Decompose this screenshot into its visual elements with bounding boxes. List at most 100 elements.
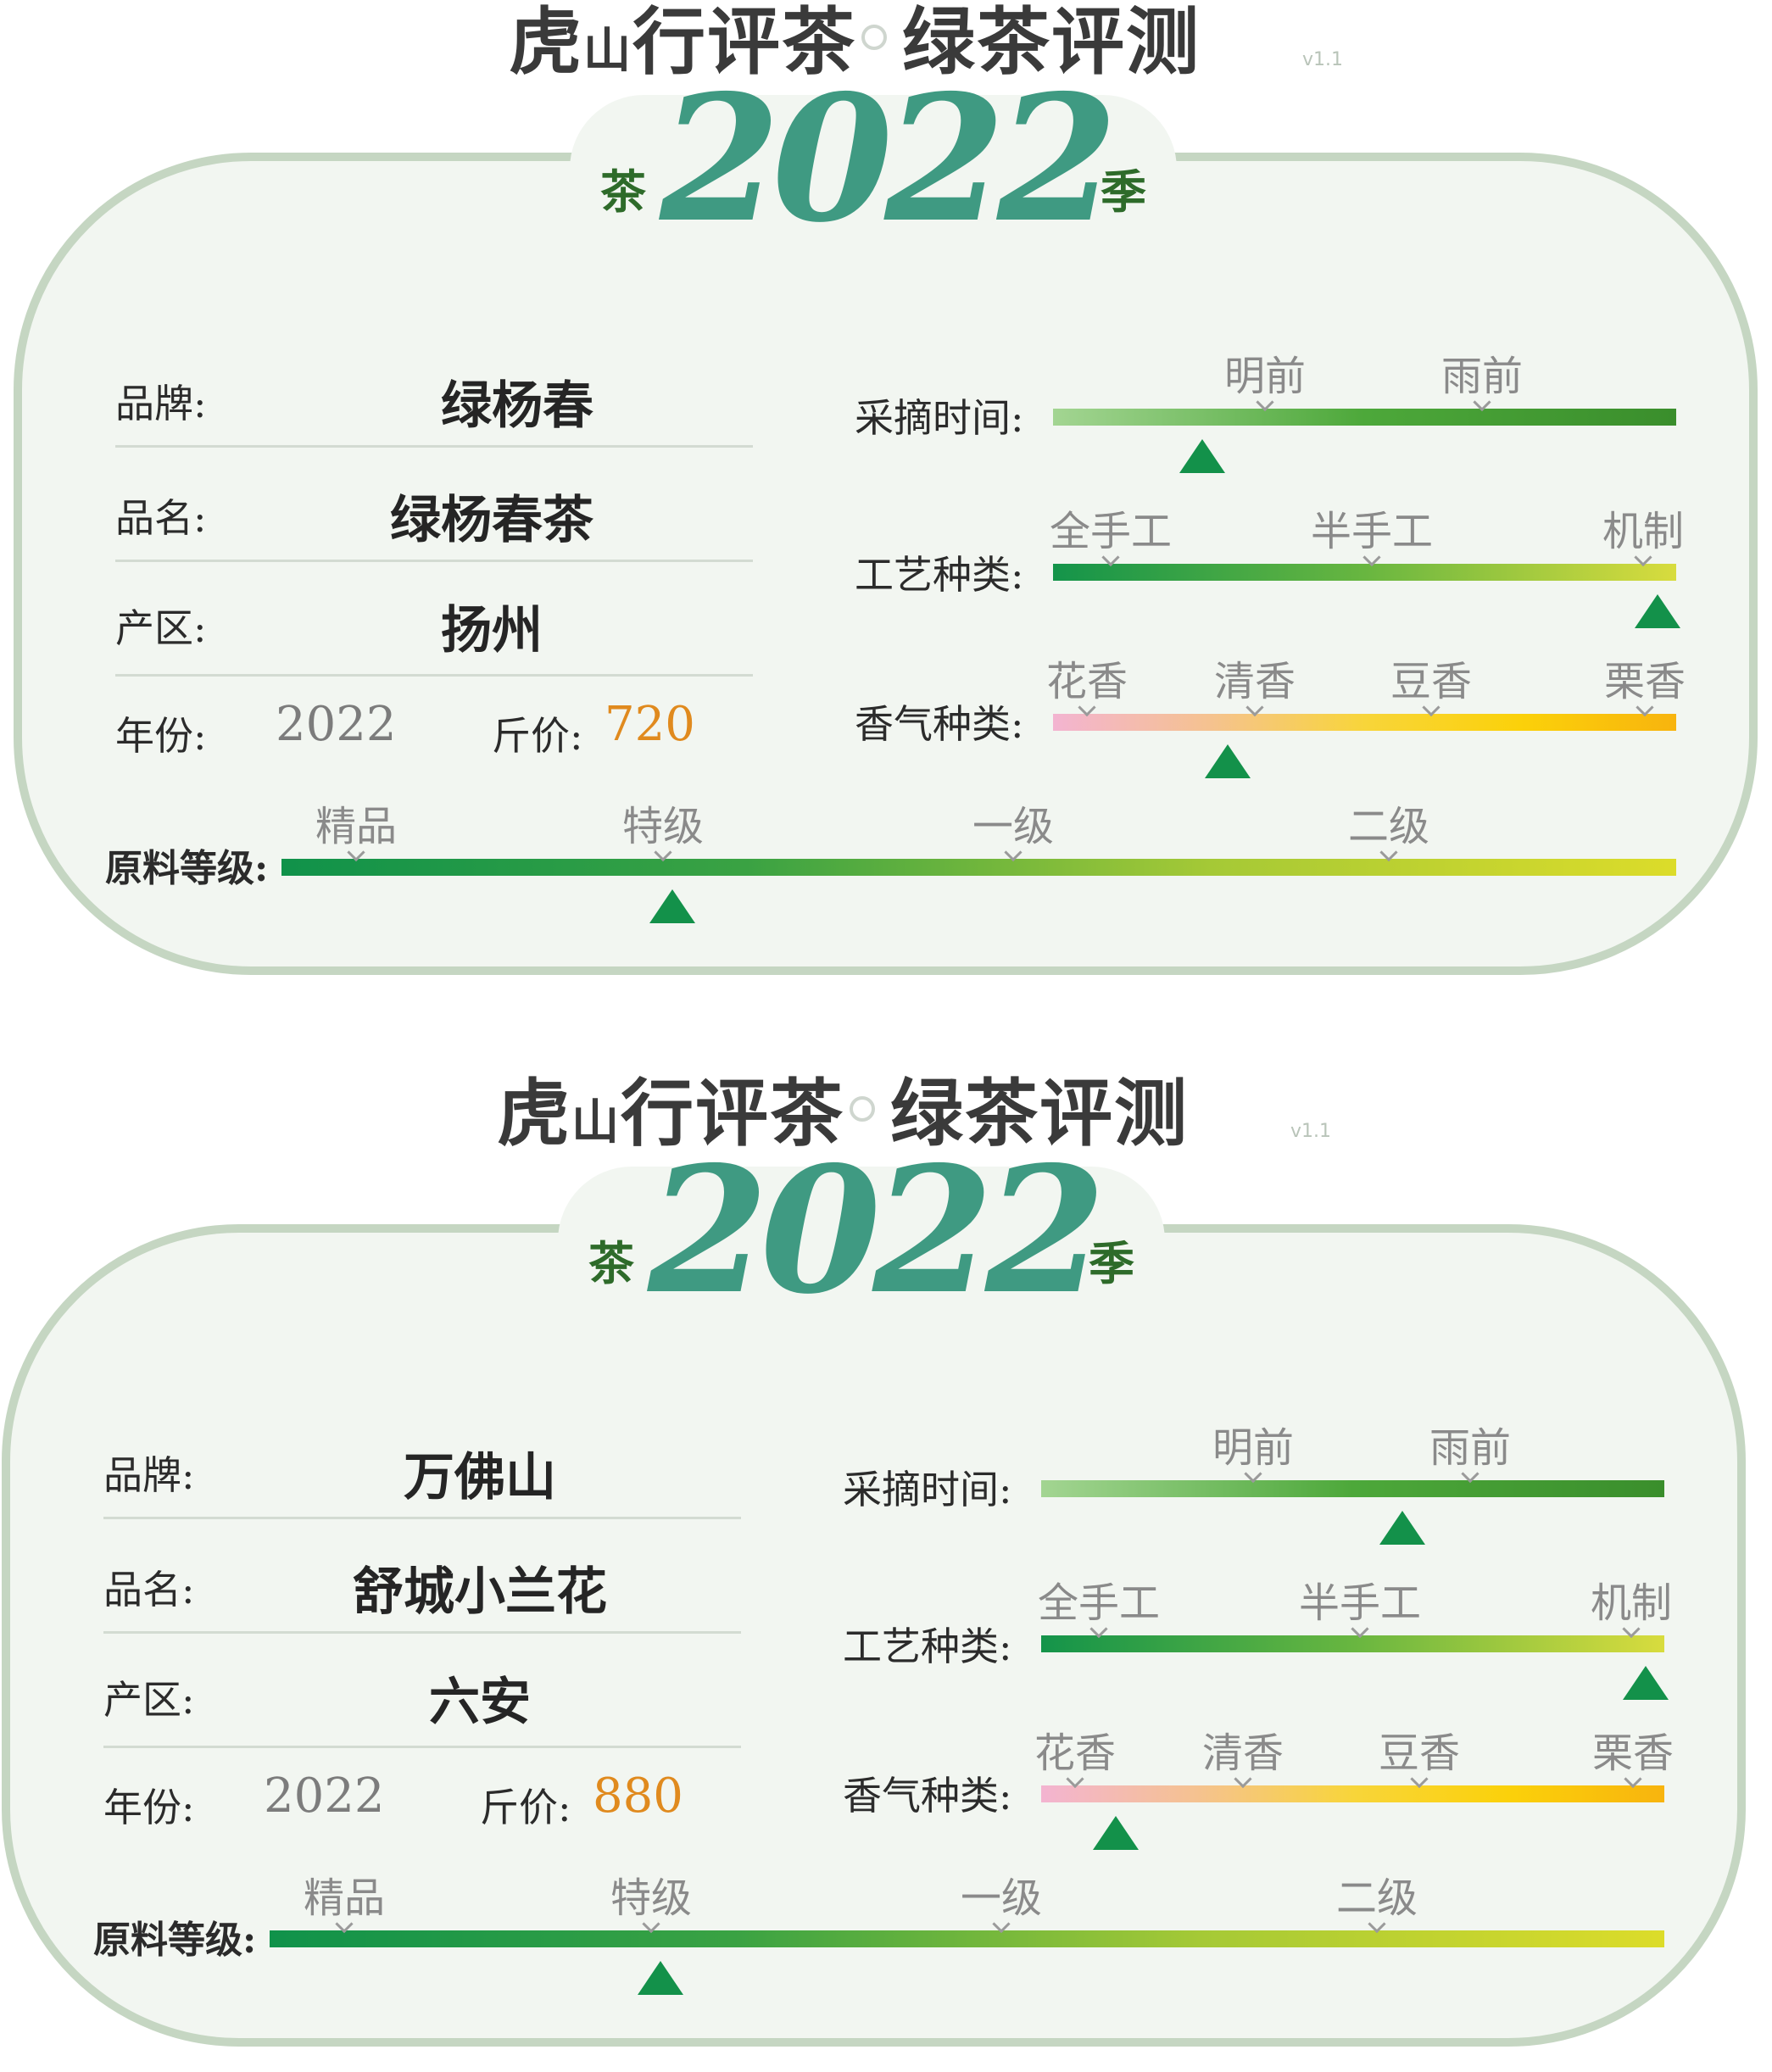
version-label: v1.1: [1302, 49, 1344, 70]
aroma-label: 香气种类:: [855, 701, 1024, 747]
divider: [103, 1746, 741, 1748]
pick-time-tick-label: 明前: [1224, 343, 1306, 402]
title-tiger: 虎: [509, 0, 583, 85]
craft-label: 工艺种类:: [855, 552, 1024, 598]
evaluation-card-2: 虎山行评茶 绿茶评测 v1.1 茶 2022 季 品牌: 万佛山 品名: 舒城小兰…: [0, 1072, 1760, 2072]
brand-label: 品牌:: [103, 1452, 195, 1498]
divider: [115, 445, 753, 448]
divider: [103, 1631, 741, 1634]
badge-year: 2022: [648, 1129, 1106, 1333]
evaluation-card-1: 虎山行评茶 绿茶评测 v1.1 茶 2022 季 品牌: 绿杨春 品名: 绿杨春茶…: [0, 0, 1772, 1000]
grade-label: 原料等级:: [93, 1919, 257, 1962]
pick-time-tick-label: 明前: [1212, 1414, 1294, 1473]
craft-tick-label: 机制: [1591, 1569, 1672, 1629]
craft-marker-icon: [1634, 594, 1680, 628]
craft-tick-label: 半手工: [1311, 498, 1433, 557]
name-value: 绿杨春茶: [390, 491, 593, 550]
title-brand: 行评茶: [621, 1072, 844, 1156]
price-value: 880: [593, 1768, 683, 1824]
pick-time-marker-icon: [1379, 1511, 1426, 1545]
craft-bar: [1053, 564, 1676, 581]
season-badge: [558, 1167, 1165, 1315]
craft-marker-icon: [1622, 1666, 1669, 1700]
card-title: 虎山行评茶 绿茶评测: [497, 1072, 1189, 1156]
grade-tick-label: 精品: [304, 1864, 385, 1924]
origin-label: 产区:: [115, 605, 207, 651]
origin-value: 六安: [429, 1673, 531, 1732]
badge-season: 季: [1101, 165, 1146, 219]
grade-tick-label: 二级: [1348, 793, 1429, 852]
grade-label: 原料等级:: [105, 847, 269, 890]
badge-year: 2022: [660, 58, 1118, 261]
price-label: 斤价:: [480, 1785, 571, 1830]
craft-tick-label: 全手工: [1038, 1569, 1160, 1629]
grade-marker-icon: [649, 889, 695, 923]
year-label: 年份:: [103, 1785, 195, 1830]
grade-bar: [281, 859, 1676, 876]
price-label: 斤价:: [492, 713, 583, 759]
grade-bar: [270, 1930, 1664, 1947]
title-mountain: 山: [571, 1095, 621, 1150]
grade-tick-label: 一级: [961, 1864, 1042, 1924]
pick-time-label: 采摘时间:: [855, 395, 1024, 441]
aroma-bar: [1041, 1785, 1664, 1802]
aroma-marker-icon: [1204, 744, 1251, 778]
brand-value: 万佛山: [404, 1448, 556, 1507]
aroma-tick-label: 豆香: [1390, 648, 1472, 707]
aroma-marker-icon: [1093, 1816, 1140, 1850]
name-label: 品名:: [115, 495, 207, 541]
title-dot-icon: [861, 25, 887, 50]
grade-tick-label: 精品: [315, 793, 397, 852]
season-badge: [570, 95, 1177, 243]
divider: [103, 1517, 741, 1519]
brand-value: 绿杨春: [441, 376, 593, 436]
title-tiger: 虎: [497, 1072, 571, 1156]
aroma-tick-label: 清香: [1214, 648, 1296, 707]
divider: [115, 560, 753, 562]
aroma-label: 香气种类:: [843, 1773, 1012, 1819]
title-subject: 绿茶评测: [890, 1072, 1189, 1156]
name-value: 舒城小兰花: [353, 1562, 607, 1622]
grade-tick-label: 特级: [622, 793, 704, 852]
aroma-bar: [1053, 714, 1676, 731]
year-value: 2022: [264, 1768, 385, 1824]
title-mountain: 山: [583, 24, 632, 79]
grade-tick-label: 一级: [972, 793, 1054, 852]
grade-tick-label: 二级: [1336, 1864, 1418, 1924]
craft-tick-label: 全手工: [1050, 498, 1172, 557]
craft-tick-label: 机制: [1602, 498, 1684, 557]
badge-tea: 茶: [588, 1237, 634, 1290]
pick-time-marker-icon: [1179, 439, 1226, 473]
version-label: v1.1: [1290, 1121, 1332, 1142]
price-value: 720: [605, 697, 695, 752]
aroma-tick-label: 花香: [1034, 1719, 1116, 1779]
aroma-tick-label: 清香: [1202, 1719, 1284, 1779]
craft-tick-label: 半手工: [1299, 1569, 1421, 1629]
pick-time-bar: [1041, 1480, 1664, 1497]
craft-label: 工艺种类:: [843, 1624, 1012, 1669]
pick-time-tick-label: 雨前: [1441, 343, 1523, 402]
pick-time-bar: [1053, 409, 1676, 426]
year-label: 年份:: [115, 713, 207, 759]
divider: [115, 674, 753, 677]
origin-value: 扬州: [441, 601, 543, 660]
aroma-tick-label: 栗香: [1592, 1719, 1674, 1779]
badge-season: 季: [1089, 1237, 1134, 1290]
card-title: 虎山行评茶 绿茶评测: [509, 0, 1201, 85]
title-subject: 绿茶评测: [902, 0, 1201, 85]
title-brand: 行评茶: [632, 0, 856, 85]
brand-label: 品牌:: [115, 381, 207, 426]
aroma-tick-label: 花香: [1046, 648, 1128, 707]
pick-time-tick-label: 雨前: [1429, 1414, 1511, 1473]
origin-label: 产区:: [103, 1677, 195, 1723]
name-label: 品名:: [103, 1567, 195, 1612]
aroma-tick-label: 栗香: [1604, 648, 1686, 707]
year-value: 2022: [276, 697, 397, 752]
title-dot-icon: [850, 1096, 875, 1122]
craft-bar: [1041, 1635, 1664, 1652]
pick-time-label: 采摘时间:: [843, 1467, 1012, 1512]
grade-tick-label: 特级: [610, 1864, 692, 1924]
grade-marker-icon: [637, 1961, 683, 1995]
aroma-tick-label: 豆香: [1379, 1719, 1460, 1779]
badge-tea: 茶: [600, 165, 646, 219]
